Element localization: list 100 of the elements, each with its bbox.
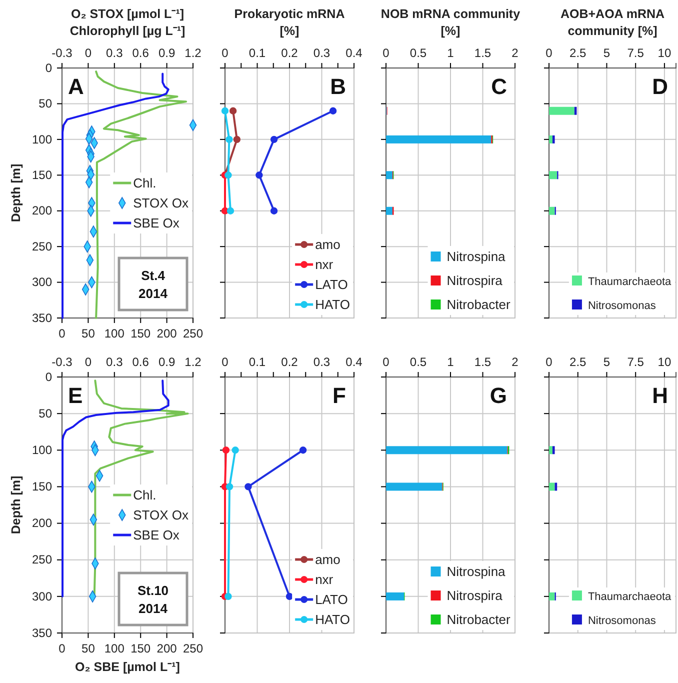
- annotation: St.4 2014: [138, 268, 168, 301]
- y-tick-label: 50: [38, 96, 52, 111]
- x-axis-title: AOB+AOA mRNA community [%]: [560, 7, 665, 38]
- x-tick-label: 0: [222, 46, 229, 60]
- y-tick-label: 150: [32, 480, 52, 494]
- y-axis-title: Depth [m]: [9, 164, 23, 222]
- x2-tick-label: -0.3: [52, 46, 73, 60]
- y-tick-label: 0: [45, 370, 52, 384]
- x-tick-label: 1: [447, 355, 454, 369]
- annotation: D: [652, 74, 668, 99]
- x2-tick-label: 0.9: [158, 355, 176, 369]
- x-tick-label: 250: [182, 326, 204, 341]
- legend-label: HATO: [315, 297, 350, 312]
- legend-label: SBE Ox: [133, 216, 180, 230]
- annotation: C: [491, 74, 508, 99]
- y-tick-label: 300: [32, 589, 52, 604]
- x-tick-label: 0.3: [313, 355, 330, 369]
- annotation: A: [68, 74, 84, 99]
- x-tick-label: 250: [182, 642, 204, 656]
- legend-label: Nitrospira: [446, 588, 504, 603]
- x-tick-label: 0: [382, 46, 390, 60]
- x-tick-label: 0: [58, 642, 66, 656]
- x-tick-label: 100: [104, 642, 125, 656]
- legend-label: Nitrobacter: [446, 297, 511, 312]
- x-tick-label: 0.1: [248, 355, 266, 369]
- x2-axis-title: O₂ STOX [µmol L⁻¹] Chlorophyll [µg L⁻¹]: [70, 7, 186, 38]
- y-tick-label: 200: [32, 516, 52, 530]
- x-tick-label: 0.3: [313, 46, 330, 60]
- annotation: H: [652, 383, 668, 408]
- legend-label: HATO: [315, 612, 350, 627]
- x-tick-label: 7.5: [627, 46, 644, 60]
- y-tick-label: 200: [32, 204, 52, 218]
- legend-label: Chl.: [133, 176, 156, 190]
- y-tick-label: 350: [32, 626, 52, 640]
- x-tick-label: 2: [512, 355, 519, 369]
- x-tick-label: 0: [58, 326, 66, 341]
- x-tick-label: 0.2: [281, 355, 298, 369]
- x-tick-label: 2: [512, 46, 519, 60]
- x-tick-label: 0.5: [410, 355, 427, 369]
- legend-label: Nitrospira: [446, 273, 504, 288]
- y-tick-label: 250: [32, 239, 52, 254]
- legend-label: Chl.: [133, 488, 156, 502]
- x-axis-title: Prokaryotic mRNA [%]: [234, 7, 345, 38]
- x-tick-label: 1.5: [474, 355, 492, 369]
- y-tick-label: 250: [32, 552, 52, 567]
- x-tick-label: 150: [130, 642, 151, 656]
- x-axis-title: NOB mRNA community [%]: [380, 7, 520, 38]
- legend-label: Nitrobacter: [446, 612, 511, 627]
- legend-label: amo: [315, 552, 340, 567]
- y-tick-label: 100: [32, 442, 52, 457]
- x-tick-label: 0.1: [248, 46, 266, 60]
- x-tick-label: 0.4: [346, 46, 363, 60]
- x-tick-label: 0.5: [410, 46, 427, 60]
- x2-tick-label: 1.2: [184, 355, 202, 369]
- legend-label: Nitrosomonas: [588, 300, 656, 312]
- x-axis-title: O₂ SBE [µmol L⁻¹]: [75, 660, 180, 674]
- x-tick-label: 100: [104, 326, 125, 341]
- x2-tick-label: 0.6: [132, 46, 150, 60]
- x-tick-label: 7.5: [627, 355, 644, 369]
- x2-tick-label: 1.2: [184, 46, 202, 60]
- x2-tick-label: 0.6: [132, 355, 150, 369]
- x-tick-label: 5: [603, 355, 610, 369]
- x-tick-label: 1.5: [474, 46, 492, 60]
- legend-label: Thaumarchaeota: [588, 591, 672, 603]
- annotation: E: [68, 383, 83, 408]
- y-tick-label: 50: [38, 406, 52, 420]
- x-tick-label: 0: [546, 355, 553, 369]
- x-tick-label: 10: [658, 46, 672, 60]
- legend-label: LATO: [315, 277, 348, 292]
- x-tick-label: 0: [546, 46, 553, 60]
- annotation: G: [490, 383, 507, 408]
- legend-label: LATO: [315, 592, 348, 607]
- legend-label: Thaumarchaeota: [588, 276, 672, 288]
- x-tick-label: 1: [447, 46, 454, 60]
- y-axis-title: Depth [m]: [9, 476, 23, 534]
- y-tick-label: 300: [32, 275, 52, 290]
- x-tick-label: 0.4: [346, 355, 363, 369]
- annotation: St.10 2014: [137, 583, 169, 616]
- y-tick-label: 150: [32, 168, 52, 182]
- legend-label: Nitrosomonas: [588, 615, 656, 627]
- x2-tick-label: -0.3: [52, 355, 73, 369]
- x-tick-label: 0: [382, 355, 390, 369]
- x-tick-label: 50: [82, 642, 96, 656]
- legend-label: nxr: [315, 257, 334, 272]
- legend-label: SBE Ox: [133, 528, 180, 542]
- legend-label: Nitrospina: [446, 249, 506, 264]
- y-tick-label: 350: [32, 310, 52, 325]
- x-tick-label: 2.5: [570, 46, 587, 60]
- x-tick-label: 10: [658, 355, 672, 369]
- x2-tick-label: 0.9: [158, 46, 176, 60]
- x-tick-label: 5: [603, 46, 610, 60]
- x-tick-label: 150: [130, 326, 151, 341]
- x-tick-label: 0: [222, 355, 229, 369]
- x-tick-label: 50: [82, 326, 96, 341]
- x-tick-label: 2.5: [570, 355, 587, 369]
- legend-label: nxr: [315, 572, 334, 587]
- annotation: F: [332, 383, 346, 408]
- x-tick-label: 0.2: [281, 46, 298, 60]
- legend-label: STOX Ox: [133, 508, 189, 522]
- annotation: B: [330, 74, 346, 99]
